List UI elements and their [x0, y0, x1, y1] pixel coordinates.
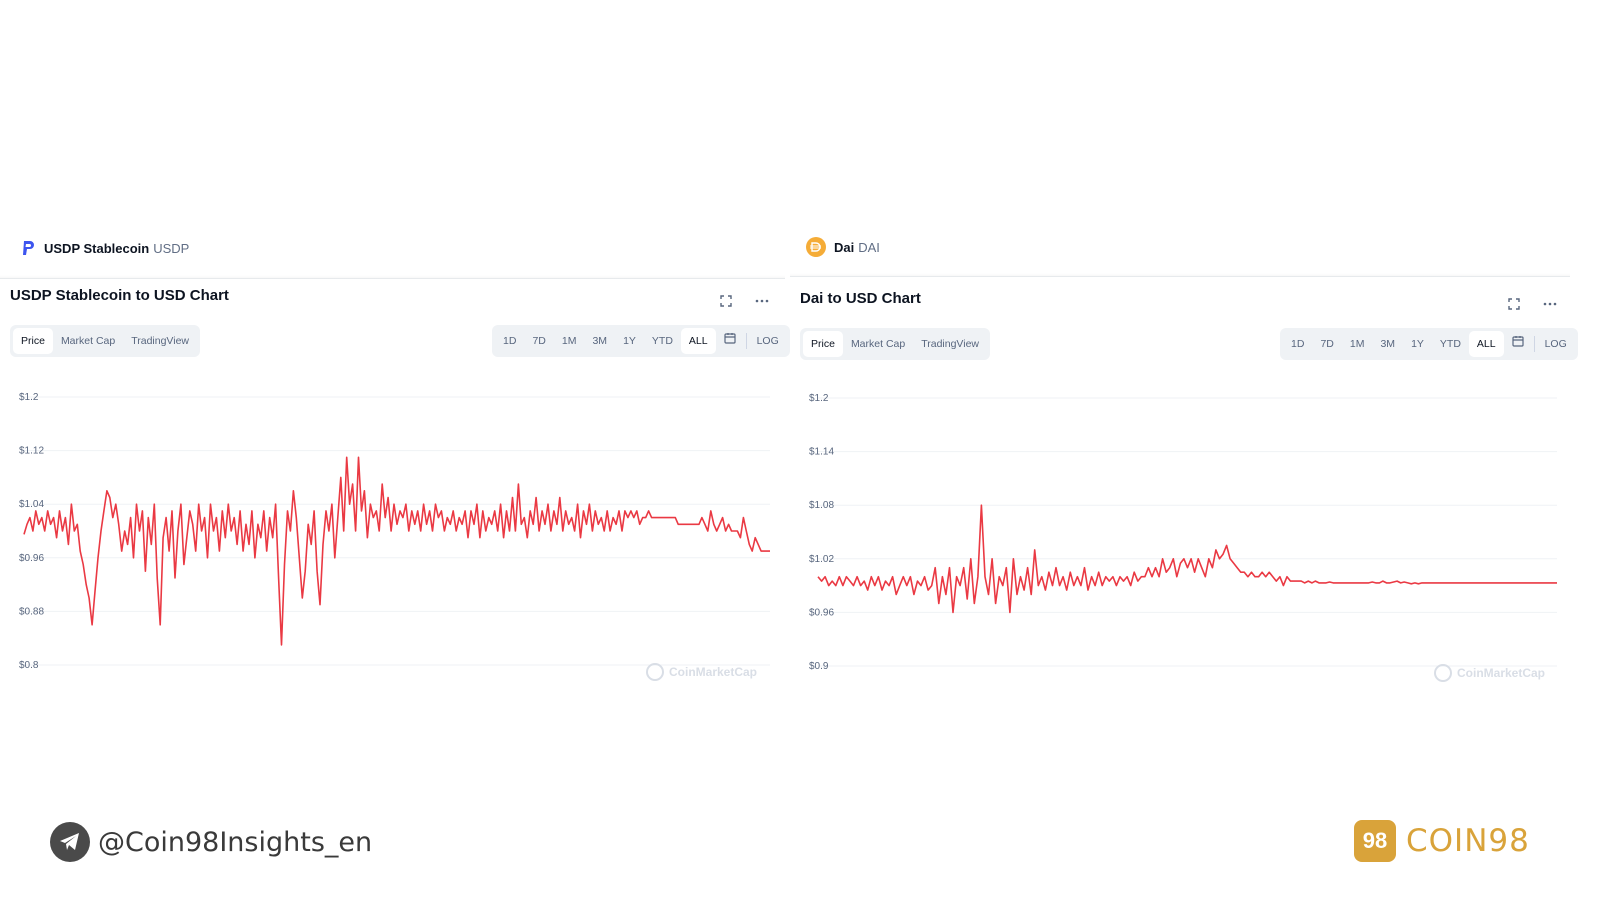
coinmarketcap-icon	[1434, 664, 1452, 682]
dai-coin-header[interactable]: Dai DAI	[806, 237, 880, 257]
y-tick-label: $0.8	[19, 660, 39, 671]
coinmarketcap-watermark: CoinMarketCap	[646, 663, 757, 681]
dai-coin-symbol: DAI	[858, 239, 880, 255]
tab-price[interactable]: Price	[13, 328, 53, 354]
dai-price-chart: $1.2 $1.14 $1.08 $1.02 $0.96 $0.9 CoinMarketCa…	[809, 393, 1557, 682]
y-tick-label: $0.9	[809, 661, 829, 672]
log-toggle[interactable]: LOG	[1544, 338, 1567, 350]
usdp-coin-header[interactable]: USDP Stablecoin USDP	[20, 240, 189, 256]
y-tick-label: $1.14	[809, 447, 834, 458]
coinmarketcap-icon	[646, 663, 664, 681]
range-3m[interactable]: 3M	[1380, 338, 1396, 350]
usdp-view-tabs: Price Market Cap TradingView	[10, 325, 200, 357]
range-1m[interactable]: 1M	[561, 335, 577, 347]
range-1d[interactable]: 1D	[1291, 338, 1305, 350]
y-tick-label: $1.04	[19, 499, 44, 510]
divider	[1533, 336, 1535, 352]
telegram-icon	[50, 822, 90, 862]
tab-tradingview[interactable]: TradingView	[921, 338, 979, 350]
price-line	[23, 456, 770, 646]
range-ytd[interactable]: YTD	[1439, 338, 1461, 350]
usdp-price-chart: $1.2 $1.12 $1.04 $0.96 $0.88 $0.8 CoinMarketCa…	[19, 392, 770, 681]
range-all[interactable]: ALL	[1468, 331, 1504, 357]
tab-tradingview[interactable]: TradingView	[131, 335, 189, 347]
coinmarketcap-watermark: CoinMarketCap	[1434, 664, 1545, 682]
range-ytd[interactable]: YTD	[651, 335, 673, 347]
usdp-coin-name: USDP Stablecoin	[44, 240, 150, 256]
y-tick-label: $1.12	[19, 446, 44, 457]
dai-logo-icon	[806, 237, 826, 257]
range-all[interactable]: ALL	[680, 328, 716, 354]
watermark-text: CoinMarketCap	[1457, 666, 1545, 680]
coin98-wordmark: COIN98	[1406, 823, 1530, 859]
y-tick-label: $1.2	[19, 392, 39, 403]
usdp-chart-title: USDP Stablecoin to USD Chart	[10, 287, 229, 304]
dai-range-selector: 1D 7D 1M 3M 1Y YTD ALL LOG	[1280, 328, 1578, 360]
calendar-icon[interactable]	[716, 328, 744, 354]
usdp-coin-symbol: USDP	[153, 240, 190, 256]
usdp-range-selector: 1D 7D 1M 3M 1Y YTD ALL LOG	[492, 325, 790, 357]
telegram-handle: @Coin98Insights_en	[98, 826, 373, 858]
usdp-chart-panel: USDP Stablecoin to USD Chart Price Marke…	[0, 275, 790, 708]
y-tick-label: $1.02	[809, 554, 834, 565]
dai-coin-name: Dai	[834, 239, 855, 255]
tab-price[interactable]: Price	[803, 331, 843, 357]
calendar-icon[interactable]	[1504, 331, 1532, 357]
range-1y[interactable]: 1Y	[1411, 338, 1424, 350]
range-3m[interactable]: 3M	[592, 335, 608, 347]
y-tick-label: $1.2	[809, 393, 829, 404]
tab-market-cap[interactable]: Market Cap	[60, 335, 116, 347]
more-icon[interactable]	[1542, 296, 1558, 312]
y-tick-label: $1.08	[809, 500, 834, 511]
telegram-footer[interactable]: @Coin98Insights_en	[50, 822, 372, 862]
log-toggle[interactable]: LOG	[756, 335, 779, 347]
usdp-logo-icon	[20, 240, 36, 256]
fullscreen-icon[interactable]	[718, 293, 734, 309]
dai-chart-title: Dai to USD Chart	[800, 290, 921, 307]
tab-market-cap[interactable]: Market Cap	[850, 338, 906, 350]
y-tick-label: $0.96	[809, 607, 834, 618]
range-1y[interactable]: 1Y	[623, 335, 636, 347]
range-1m[interactable]: 1M	[1349, 338, 1365, 350]
coin98-mark-icon: 98	[1354, 820, 1396, 862]
coin98-logo: 98 COIN98	[1354, 820, 1530, 862]
range-7d[interactable]: 7D	[532, 335, 546, 347]
fullscreen-icon[interactable]	[1506, 296, 1522, 312]
watermark-text: CoinMarketCap	[669, 665, 757, 679]
range-1d[interactable]: 1D	[503, 335, 517, 347]
dai-chart-panel: Dai to USD Chart Price Market Cap Tradin…	[790, 273, 1578, 706]
y-tick-label: $0.96	[19, 553, 44, 564]
divider	[745, 333, 747, 349]
more-icon[interactable]	[754, 293, 770, 309]
dai-view-tabs: Price Market Cap TradingView	[800, 328, 990, 360]
y-tick-label: $0.88	[19, 606, 44, 617]
price-line	[817, 504, 1557, 614]
range-7d[interactable]: 7D	[1320, 338, 1334, 350]
